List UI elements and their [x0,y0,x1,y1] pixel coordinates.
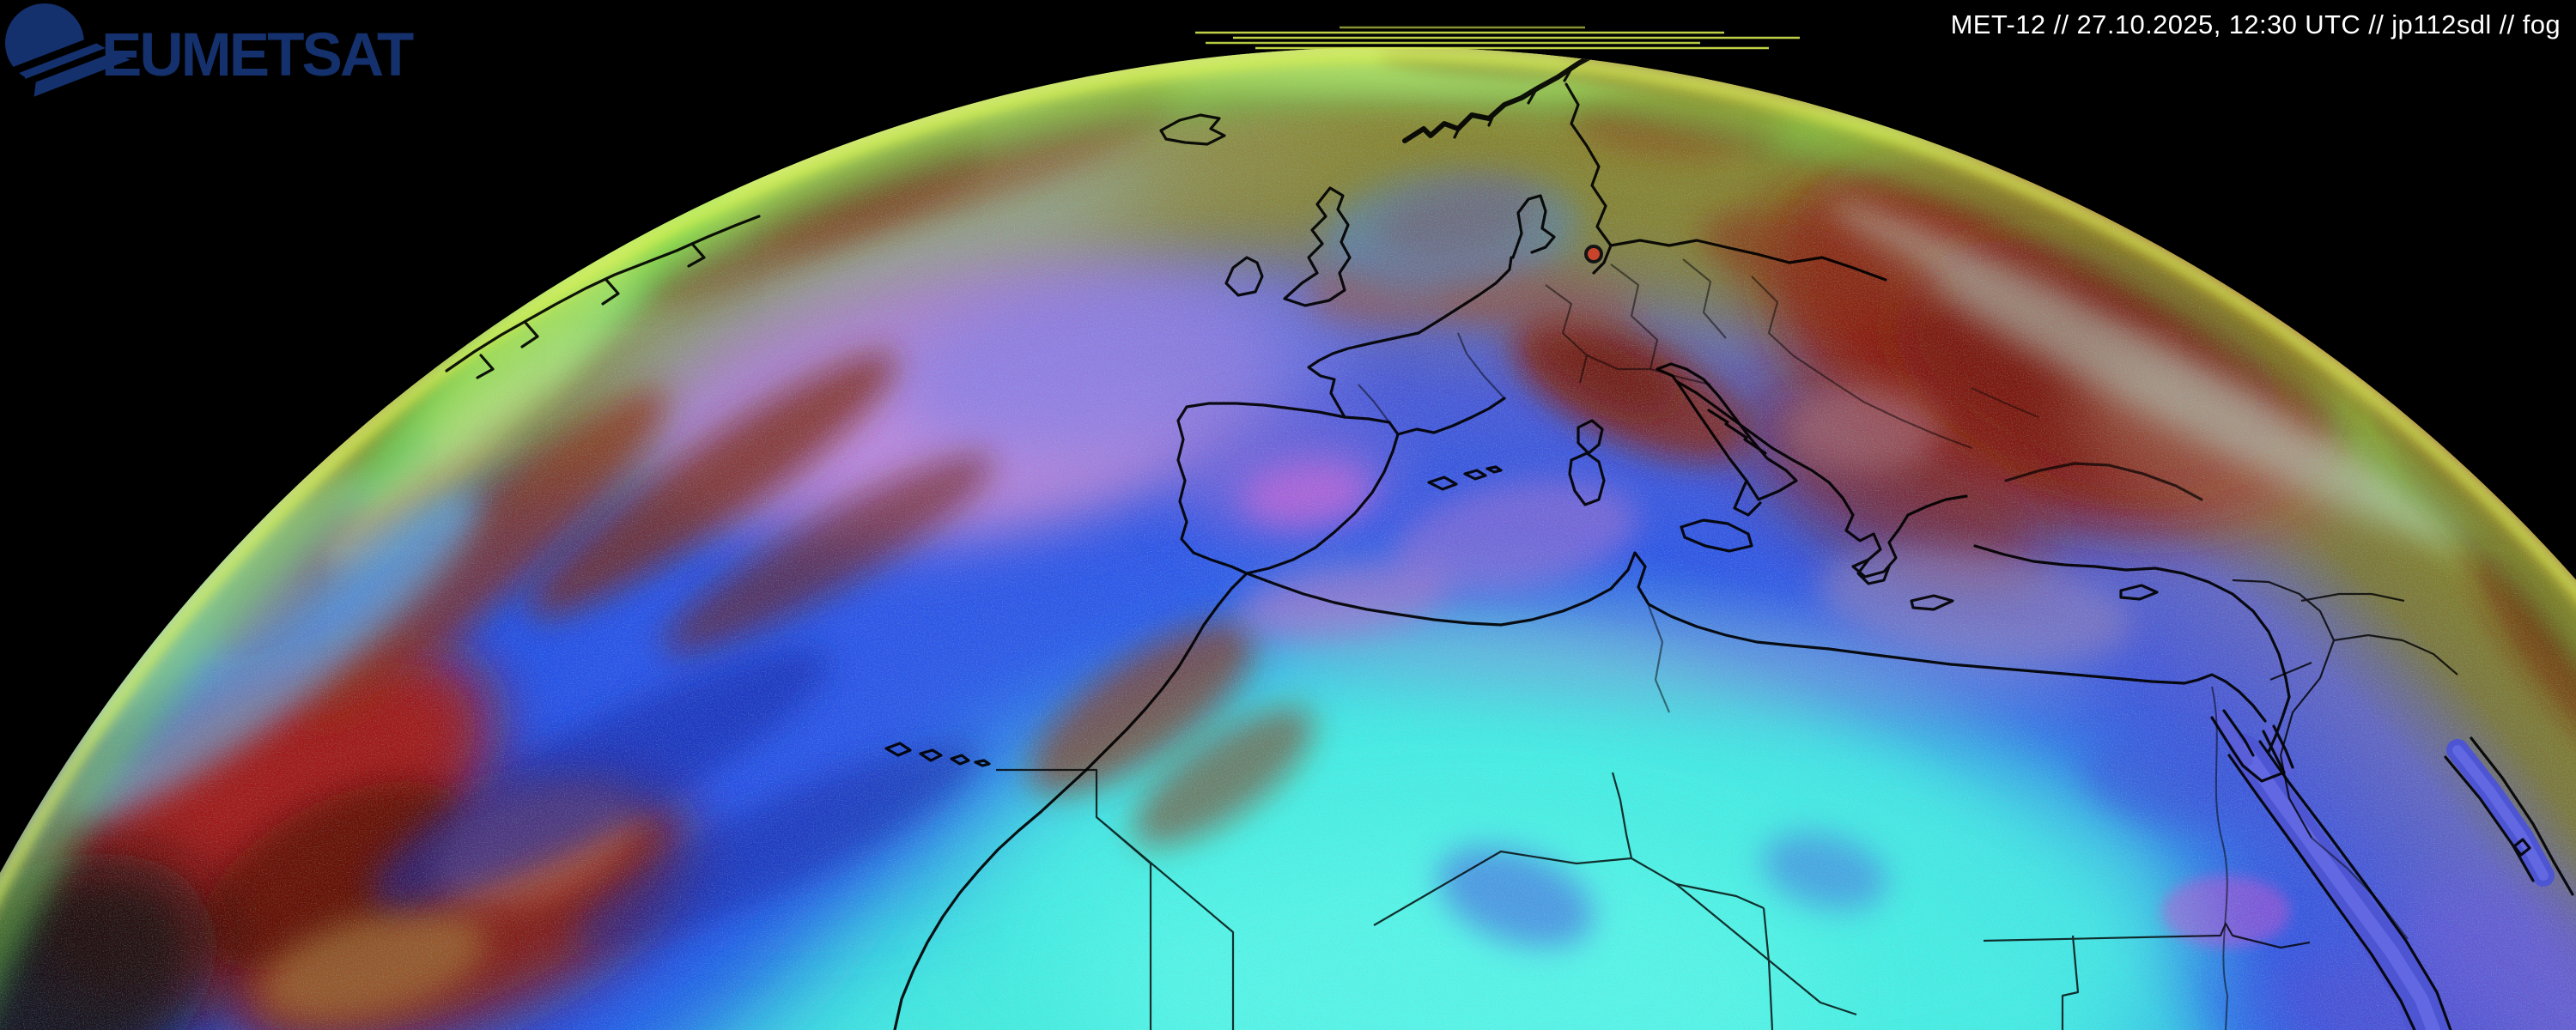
country-borders [996,258,2458,1030]
scan-line-artifacts [1195,26,1800,50]
logo-wordmark: EUMETSAT [101,21,414,89]
station-marker [1584,245,1603,264]
header-status-text: MET-12 // 27.10.2025, 12:30 UTC // jp112… [1950,9,2561,39]
coastlines [445,47,2574,1030]
limb-rim [0,47,2576,1030]
eumetsat-logo: EUMETSAT [0,3,416,177]
eumetsat-swoosh-icon [0,3,178,177]
sea-channels [2214,711,2555,1030]
